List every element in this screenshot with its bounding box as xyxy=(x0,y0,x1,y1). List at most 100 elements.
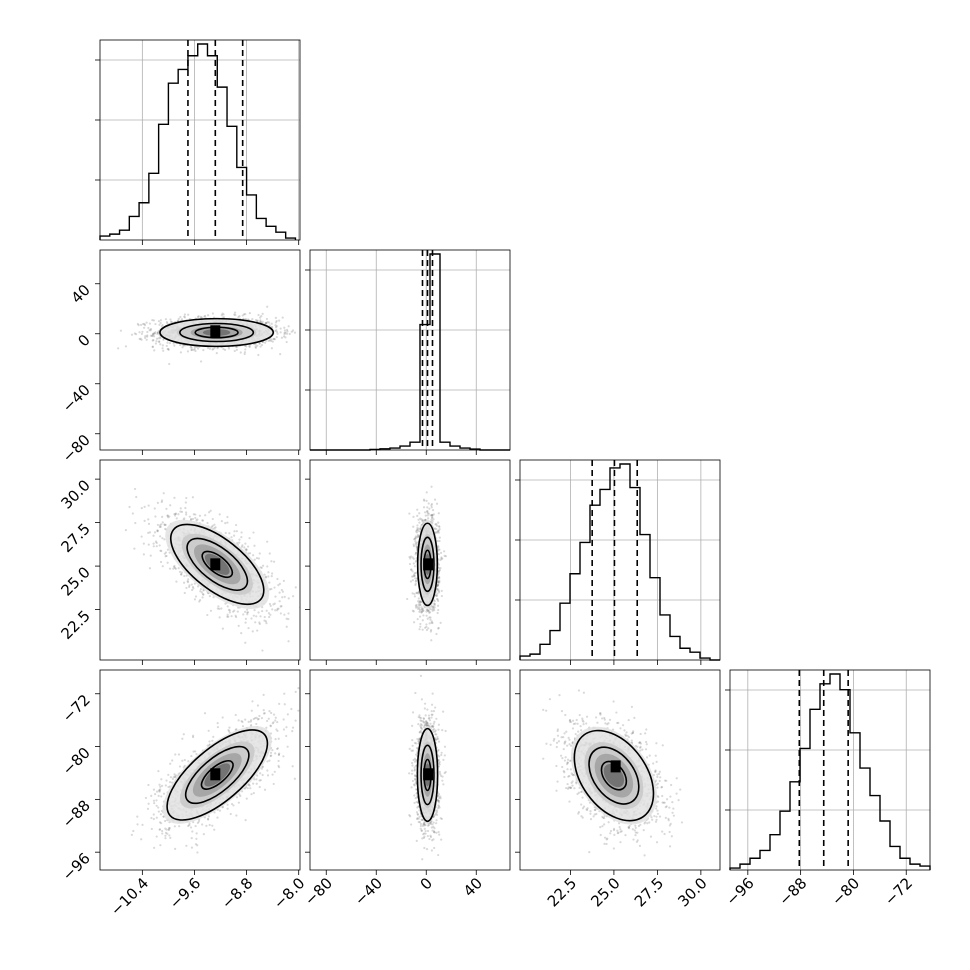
scatter-point xyxy=(258,621,261,624)
peak-marker-0-2 xyxy=(210,558,221,571)
scatter-point xyxy=(428,611,432,614)
scatter-point xyxy=(261,564,265,567)
scatter-point xyxy=(294,586,297,589)
scatter-point xyxy=(195,345,198,349)
scatter-point xyxy=(236,610,239,613)
scatter-point xyxy=(148,567,152,570)
scatter-point xyxy=(165,344,168,348)
scatter-point xyxy=(230,536,233,539)
scatter-point xyxy=(186,580,189,583)
scatter-point xyxy=(414,571,418,575)
scatter-point xyxy=(408,562,412,566)
scatter-point xyxy=(156,331,160,334)
scatter-point xyxy=(181,346,184,349)
scatter-point xyxy=(416,508,419,511)
scatter-point xyxy=(427,609,430,613)
scatter-point xyxy=(411,609,414,612)
scatter-point xyxy=(272,603,275,606)
scatter-point xyxy=(185,496,188,500)
scatter-point xyxy=(259,319,262,322)
scatter-point xyxy=(276,577,279,581)
scatter-point xyxy=(221,312,224,315)
scatter-point xyxy=(134,521,137,525)
scatter-point xyxy=(254,621,257,624)
scatter-point xyxy=(416,535,419,538)
scatter-point xyxy=(163,552,166,555)
scatter-point xyxy=(431,605,435,608)
scatter-point xyxy=(156,529,159,532)
scatter-point xyxy=(415,603,418,607)
scatter-point xyxy=(216,607,219,610)
scatter-point xyxy=(206,613,209,617)
scatter-point xyxy=(164,551,168,554)
scatter-point xyxy=(235,348,238,351)
scatter-point xyxy=(307,332,309,334)
scatter-point xyxy=(437,608,440,612)
scatter-point xyxy=(172,342,175,345)
scatter-point xyxy=(425,623,428,626)
scatter-point xyxy=(273,602,276,605)
scatter-point xyxy=(273,560,276,563)
hist-frame-2 xyxy=(519,459,721,661)
scatter-point xyxy=(174,567,177,570)
scatter-point xyxy=(419,603,422,607)
scatter-point xyxy=(194,516,197,520)
scatter-point xyxy=(237,624,240,628)
scatter-point xyxy=(292,595,295,598)
pair-panel-1-2 xyxy=(305,459,511,665)
scatter-point xyxy=(194,513,197,516)
scatter-point xyxy=(426,511,429,515)
hist-panel-2 xyxy=(515,459,721,665)
hist-frame-1 xyxy=(309,249,511,451)
scatter-point xyxy=(193,598,197,601)
scatter-point xyxy=(191,517,195,521)
scatter-point xyxy=(440,589,443,592)
scatter-point xyxy=(261,609,264,613)
scatter-point xyxy=(142,322,145,326)
scatter-point xyxy=(437,553,440,556)
scatter-point xyxy=(413,573,416,576)
scatter-point xyxy=(233,313,236,316)
scatter-point xyxy=(441,557,444,560)
scatter-point xyxy=(151,334,154,338)
scatter-point xyxy=(151,333,155,336)
scatter-point xyxy=(144,334,147,338)
scatter-point xyxy=(178,570,182,573)
scatter-point xyxy=(247,626,250,630)
scatter-point xyxy=(152,545,155,548)
scatter-point xyxy=(148,531,152,534)
scatter-point xyxy=(173,565,176,569)
scatter-point xyxy=(437,599,440,603)
scatter-point xyxy=(140,338,143,341)
scatter-point xyxy=(422,519,425,522)
scatter-point xyxy=(283,326,286,329)
scatter-point xyxy=(187,578,190,581)
scatter-point xyxy=(228,532,231,535)
scatter-point xyxy=(190,348,193,352)
scatter-point xyxy=(417,534,420,537)
scatter-point xyxy=(300,337,302,339)
scatter-point xyxy=(232,610,235,613)
scatter-point xyxy=(435,527,438,531)
scatter-point xyxy=(179,507,182,510)
hist-frame-3 xyxy=(729,669,931,871)
scatter-point xyxy=(426,617,429,620)
scatter-point xyxy=(431,516,434,519)
scatter-point xyxy=(199,360,203,363)
scatter-point xyxy=(134,332,138,336)
scatter-point xyxy=(434,523,437,526)
scatter-point xyxy=(166,514,169,517)
scatter-point xyxy=(438,536,441,539)
scatter-point xyxy=(234,614,237,617)
scatter-point xyxy=(151,334,154,337)
scatter-point xyxy=(413,571,416,575)
hist-line-0 xyxy=(99,43,297,240)
hist-panel-0 xyxy=(95,39,301,245)
scatter-point xyxy=(427,610,430,613)
scatter-point xyxy=(268,552,271,555)
pair-frame-0-1 xyxy=(99,249,301,451)
scatter-point xyxy=(155,545,158,548)
scatter-point xyxy=(424,514,427,517)
scatter-point xyxy=(188,585,191,589)
scatter-point xyxy=(416,533,419,537)
